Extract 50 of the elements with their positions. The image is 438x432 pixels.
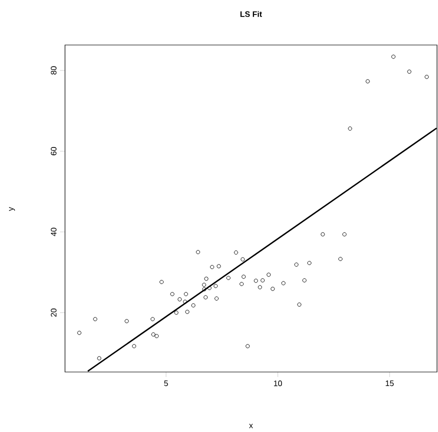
point [214, 296, 219, 301]
point [150, 317, 155, 322]
point [281, 281, 286, 286]
point [210, 264, 214, 270]
point [207, 286, 212, 290]
point [407, 70, 412, 74]
point [160, 280, 164, 284]
point [297, 302, 302, 307]
point [320, 232, 325, 236]
point [154, 334, 159, 338]
point [258, 285, 262, 290]
point [366, 79, 370, 84]
point [202, 287, 206, 292]
point [424, 74, 429, 79]
point [260, 278, 265, 282]
point [270, 286, 275, 291]
point [196, 250, 200, 254]
point [294, 262, 298, 267]
point [234, 250, 238, 255]
point [348, 126, 352, 131]
point [342, 232, 346, 236]
point [254, 278, 258, 283]
point [185, 310, 190, 314]
point [174, 310, 178, 315]
point [226, 276, 230, 280]
point [132, 344, 136, 348]
point [302, 278, 306, 282]
point [191, 303, 196, 308]
point [307, 260, 312, 266]
point [184, 292, 188, 296]
point [240, 257, 245, 262]
point [338, 256, 342, 262]
point [124, 319, 129, 324]
point [183, 300, 188, 304]
point [391, 54, 396, 59]
point [216, 264, 221, 268]
point [170, 292, 174, 296]
point [240, 282, 244, 286]
point [151, 332, 156, 336]
point [214, 284, 218, 288]
point [202, 282, 206, 287]
point [93, 317, 98, 322]
point [246, 344, 250, 348]
point [266, 272, 271, 277]
point [204, 276, 208, 281]
point [178, 297, 182, 302]
point [242, 274, 246, 279]
point [77, 330, 82, 335]
point [204, 295, 208, 300]
point [97, 356, 102, 360]
